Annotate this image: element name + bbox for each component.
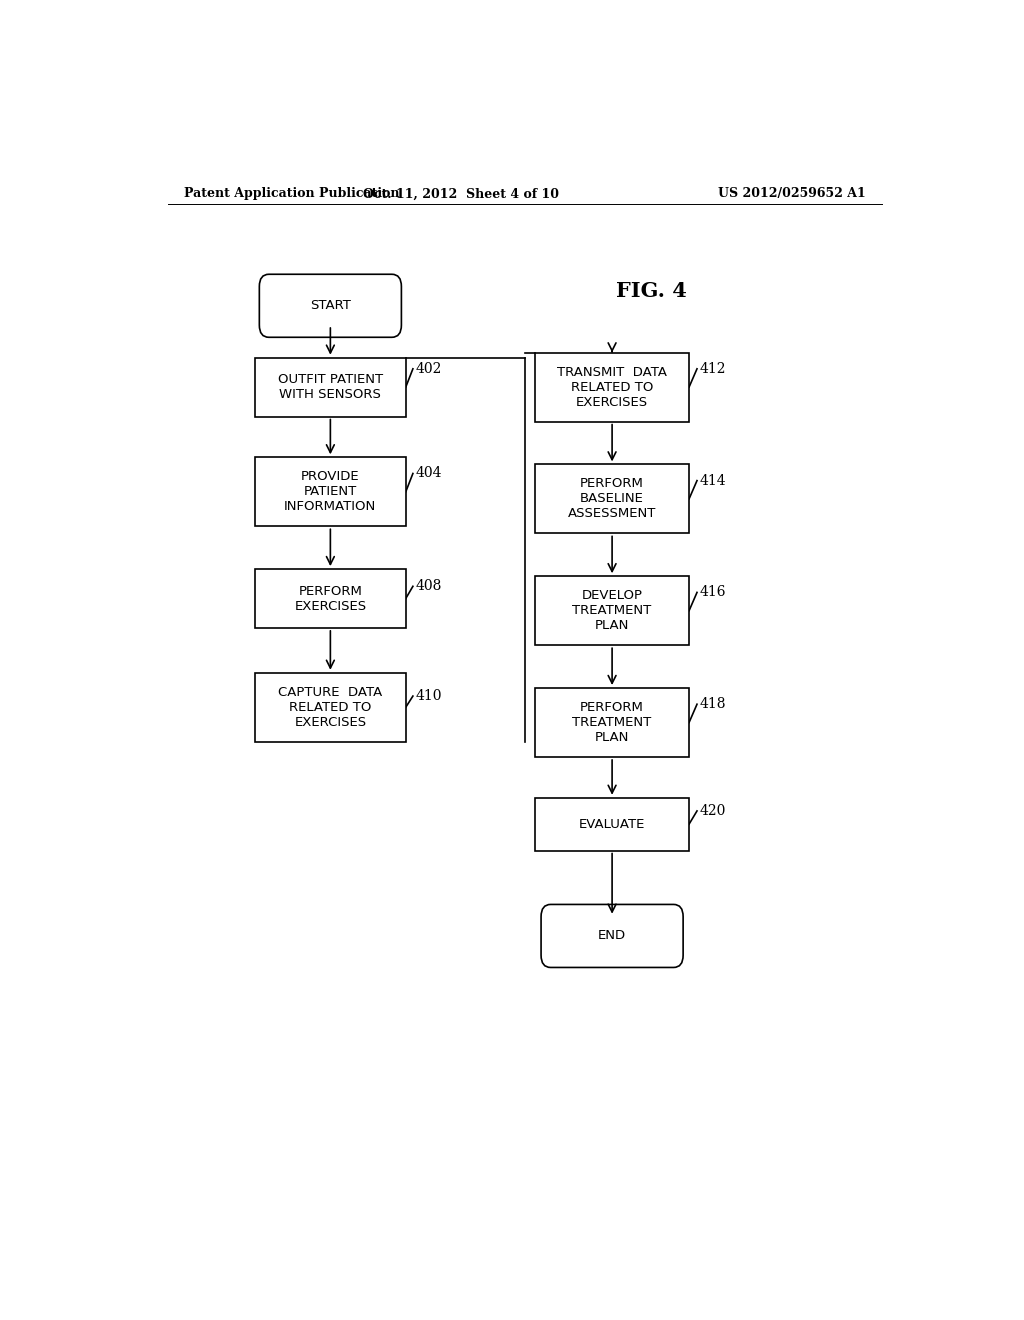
Text: 414: 414	[699, 474, 726, 487]
Text: 416: 416	[699, 585, 726, 599]
Text: 408: 408	[416, 579, 441, 593]
Bar	[535, 688, 689, 758]
Text: Oct. 11, 2012  Sheet 4 of 10: Oct. 11, 2012 Sheet 4 of 10	[364, 187, 559, 201]
Text: 420: 420	[699, 804, 726, 818]
Text: OUTFIT PATIENT
WITH SENSORS: OUTFIT PATIENT WITH SENSORS	[278, 374, 383, 401]
Bar	[535, 576, 689, 645]
Text: PERFORM
TREATMENT
PLAN: PERFORM TREATMENT PLAN	[572, 701, 651, 744]
FancyBboxPatch shape	[541, 904, 683, 968]
Text: FIG. 4: FIG. 4	[616, 281, 687, 301]
Text: PERFORM
BASELINE
ASSESSMENT: PERFORM BASELINE ASSESSMENT	[568, 478, 656, 520]
Bar	[535, 352, 689, 421]
Bar	[255, 457, 406, 527]
Text: 418: 418	[699, 697, 726, 711]
Bar	[535, 465, 689, 533]
Bar	[255, 569, 406, 628]
Text: 410: 410	[416, 689, 441, 704]
Text: US 2012/0259652 A1: US 2012/0259652 A1	[718, 187, 866, 201]
Text: 412: 412	[699, 362, 726, 376]
Bar	[255, 673, 406, 742]
Text: EVALUATE: EVALUATE	[579, 817, 645, 830]
Text: START: START	[310, 300, 351, 313]
Text: END: END	[598, 929, 626, 942]
Text: 402: 402	[416, 362, 441, 376]
Text: PERFORM
EXERCISES: PERFORM EXERCISES	[294, 585, 367, 612]
Text: PROVIDE
PATIENT
INFORMATION: PROVIDE PATIENT INFORMATION	[285, 470, 377, 513]
FancyBboxPatch shape	[259, 275, 401, 338]
Bar	[535, 797, 689, 850]
Bar	[255, 358, 406, 417]
Text: TRANSMIT  DATA
RELATED TO
EXERCISES: TRANSMIT DATA RELATED TO EXERCISES	[557, 366, 667, 409]
Text: CAPTURE  DATA
RELATED TO
EXERCISES: CAPTURE DATA RELATED TO EXERCISES	[279, 686, 383, 729]
Text: DEVELOP
TREATMENT
PLAN: DEVELOP TREATMENT PLAN	[572, 589, 651, 632]
Text: Patent Application Publication: Patent Application Publication	[183, 187, 399, 201]
Text: 404: 404	[416, 466, 441, 480]
